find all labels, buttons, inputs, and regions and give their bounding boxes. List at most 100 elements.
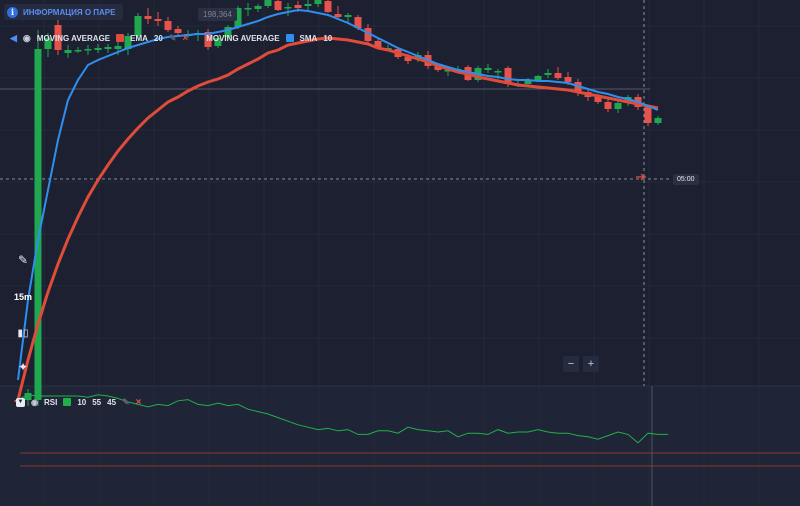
candle xyxy=(134,13,142,39)
indicator-1-name: MOVING AVERAGE xyxy=(36,33,111,43)
candle-body xyxy=(34,49,42,400)
candle-body xyxy=(364,28,372,41)
candle xyxy=(204,29,212,50)
candle-body xyxy=(144,16,152,19)
pair-info-button[interactable]: i ИНФОРМАЦИЯ О ПАРЕ xyxy=(4,4,124,20)
candles xyxy=(14,0,662,407)
candle-body xyxy=(64,50,72,53)
pair-info-label: ИНФОРМАЦИЯ О ПАРЕ xyxy=(23,7,116,17)
last-price-marker xyxy=(636,173,646,181)
candle xyxy=(64,45,72,58)
indicator-2-period: 10 xyxy=(323,33,333,43)
candle xyxy=(484,64,492,73)
indicator-1-period: 20 xyxy=(153,33,163,43)
candle-body xyxy=(544,73,552,75)
candle-body xyxy=(44,38,52,49)
candle xyxy=(654,116,662,125)
candle xyxy=(324,0,332,13)
zoom-out-button[interactable]: − xyxy=(563,356,579,372)
sma-line xyxy=(17,8,659,381)
candle-body xyxy=(174,29,182,33)
pencil-icon: ✎ xyxy=(17,253,29,267)
pencil-icon[interactable]: ✎ xyxy=(122,396,130,407)
candle-body xyxy=(524,80,532,84)
candle-body xyxy=(244,8,252,10)
candle xyxy=(274,0,282,11)
chevron-down-icon[interactable]: ▼ xyxy=(16,397,25,407)
info-icon: i xyxy=(7,6,18,18)
rsi-param-lower: 45 xyxy=(107,397,117,407)
close-icon[interactable]: × xyxy=(135,396,142,408)
timeframe-button[interactable]: 15m xyxy=(14,292,33,302)
candle xyxy=(74,47,82,53)
zoom-in-button[interactable]: + xyxy=(583,356,599,372)
candle-body xyxy=(284,7,292,9)
candle-body xyxy=(114,46,122,49)
candle-body xyxy=(444,70,452,72)
candle xyxy=(604,99,612,112)
candle-body xyxy=(24,393,32,400)
candle-body xyxy=(324,1,332,12)
eye-icon[interactable]: ◉ xyxy=(31,397,38,407)
candle-body xyxy=(594,96,602,102)
indicators-button[interactable]: ✦ xyxy=(12,356,34,378)
indicator-1-color[interactable] xyxy=(116,34,125,42)
candle-body xyxy=(404,57,412,61)
candle-body xyxy=(264,0,272,6)
candle xyxy=(34,30,42,406)
candle-body xyxy=(164,21,172,30)
chart-type-button[interactable]: ▮▯ xyxy=(12,322,34,344)
candle-body xyxy=(74,50,82,52)
candle xyxy=(304,0,312,10)
candle xyxy=(44,33,52,57)
candle-body xyxy=(124,36,132,49)
candle xyxy=(264,0,272,8)
candle xyxy=(544,69,552,78)
candle xyxy=(164,17,172,32)
indicator-2-color[interactable] xyxy=(285,34,294,42)
candle-body xyxy=(334,14,342,17)
candle-body xyxy=(434,66,442,70)
candle-body xyxy=(614,103,622,109)
collapse-arrow-icon[interactable]: ◀ xyxy=(10,32,17,43)
pencil-icon[interactable]: ✎ xyxy=(168,32,177,43)
candle xyxy=(234,6,242,29)
candle-body xyxy=(644,107,652,123)
candle-body xyxy=(214,38,222,46)
candle-body xyxy=(314,0,322,4)
candle-body xyxy=(224,27,232,37)
candle-body xyxy=(534,76,542,80)
close-icon[interactable]: × xyxy=(182,32,189,44)
candle-body xyxy=(504,68,512,84)
rsi-param-period: 10 xyxy=(77,397,87,407)
candle xyxy=(344,13,352,23)
candle-body xyxy=(354,17,362,28)
candle xyxy=(104,44,112,53)
candle xyxy=(84,45,92,55)
indicator-2-name: MOVING AVERAGE xyxy=(206,33,280,43)
candle-body xyxy=(494,71,502,73)
draw-tool-button[interactable]: ✎ xyxy=(12,249,34,271)
candle-body xyxy=(574,82,582,93)
candle-body xyxy=(554,73,562,78)
rsi-line xyxy=(17,394,668,444)
candle xyxy=(214,35,222,48)
candle-body xyxy=(304,4,312,6)
rsi-color[interactable] xyxy=(63,398,72,406)
candle-body xyxy=(654,118,662,123)
candle xyxy=(334,6,342,19)
candle xyxy=(94,44,102,53)
rsi-name: RSI xyxy=(43,397,58,407)
eye-icon[interactable]: ◉ xyxy=(22,32,31,43)
rsi-legend: ▼ ◉ RSI 10 55 45 ✎ × xyxy=(16,396,141,408)
rsi-param-upper: 55 xyxy=(92,397,102,407)
candle-body xyxy=(294,5,302,8)
candle-body xyxy=(134,16,142,36)
candle-body xyxy=(204,32,212,47)
candle xyxy=(124,33,132,55)
candle xyxy=(254,4,262,12)
candle xyxy=(644,105,652,126)
candle xyxy=(614,100,622,113)
